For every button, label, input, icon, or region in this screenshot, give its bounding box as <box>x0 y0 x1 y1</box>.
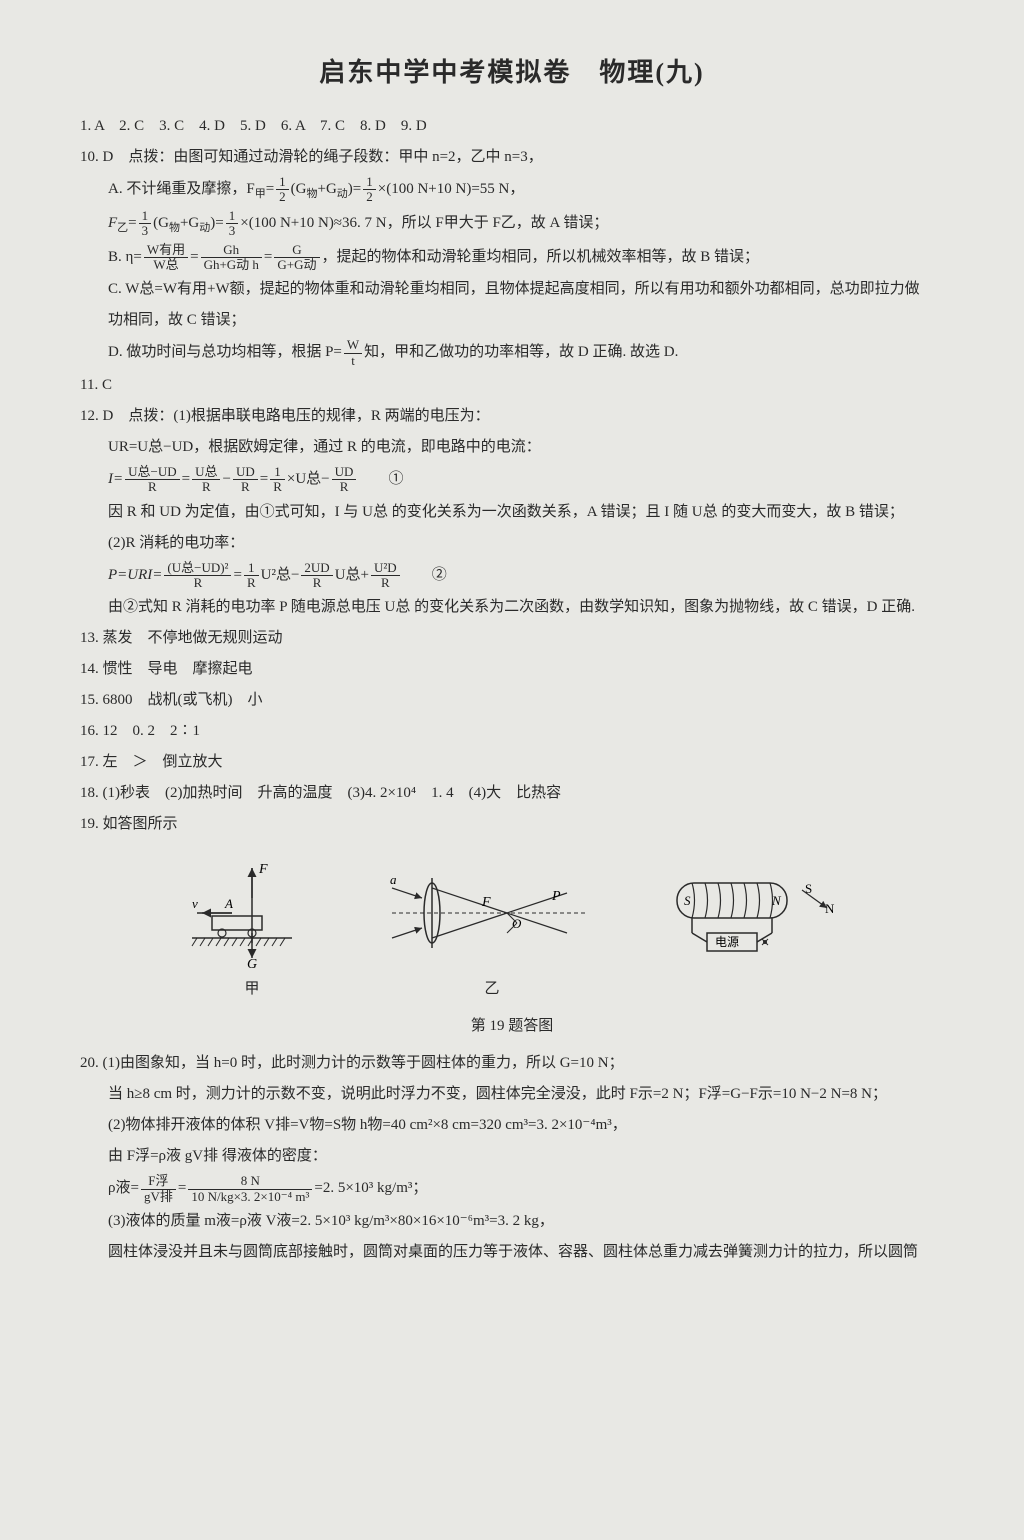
svg-text:P: P <box>551 889 561 904</box>
q19: 19. 如答图所示 <box>80 811 944 838</box>
diagram-1: F v A G 甲 <box>177 858 327 1003</box>
diagram-2-svg: a F P O <box>387 858 597 968</box>
diagram-3-svg: S N S N 电源 <box>657 858 847 968</box>
answers-1-9: 1. A 2. C 3. C 4. D 5. D 6. A 7. C 8. D … <box>80 113 944 140</box>
diagram-1-label: 甲 <box>177 976 327 1003</box>
svg-text:G: G <box>247 957 257 968</box>
svg-text:S: S <box>805 881 812 896</box>
svg-text:A: A <box>224 896 233 911</box>
svg-text:F: F <box>481 895 491 910</box>
q17: 17. 左 ＞ 倒立放大 <box>80 749 944 776</box>
diagram-2-label: 乙 <box>387 976 597 1003</box>
q12-line5: (2)R 消耗的电功率： <box>80 530 944 557</box>
diagrams-row: F v A G 甲 <box>80 858 944 1003</box>
svg-text:S: S <box>684 893 691 908</box>
q14: 14. 惯性 导电 摩擦起电 <box>80 656 944 683</box>
q11: 11. C <box>80 372 944 399</box>
q18: 18. (1)秒表 (2)加热时间 升高的温度 (3)4. 2×10⁴ 1. 4… <box>80 780 944 807</box>
q15: 15. 6800 战机(或飞机) 小 <box>80 687 944 714</box>
q20-5: (3)液体的质量 m液=ρ液 V液=2. 5×10³ kg/m³×80×16×1… <box>80 1208 944 1235</box>
diagram-caption: 第 19 题答图 <box>80 1013 944 1040</box>
q16: 16. 12 0. 2 2∶1 <box>80 718 944 745</box>
page-title: 启东中学中考模拟卷 物理(九) <box>80 50 944 97</box>
svg-text:a: a <box>390 872 397 887</box>
q10-d: D. 做功时间与总功均相等，根据 P=Wt知，甲和乙做功的功率相等，故 D 正确… <box>80 338 944 368</box>
diagram-3: S N S N 电源 <box>657 858 847 1003</box>
q12-i: I=U总−UDR=U总R−UDR=1R×U总−UDR ① <box>80 465 944 495</box>
svg-text:F: F <box>258 862 268 877</box>
q10-c2: 功相同，故 C 错误； <box>80 307 944 334</box>
svg-text:电源: 电源 <box>715 935 739 949</box>
q12-line4: 因 R 和 UD 为定值，由①式可知，I 与 U总 的变化关系为一次函数关系，A… <box>80 499 944 526</box>
q10-c1: C. W总=W有用+W额，提起的物体重和动滑轮重均相同，且物体提起高度相同，所以… <box>80 276 944 303</box>
q10-fz: F乙=13(G物+G动)=13×(100 N+10 N)≈36. 7 N，所以 … <box>80 209 944 239</box>
q20-rho: ρ液=F浮gV排=8 N10 N/kg×3. 2×10⁻⁴ m³=2. 5×10… <box>80 1174 944 1204</box>
q12-head: 12. D 点拨：(1)根据串联电路电压的规律，R 两端的电压为： <box>80 403 944 430</box>
q12-line2: UR=U总−UD，根据欧姆定律，通过 R 的电流，即电路中的电流： <box>80 434 944 461</box>
q20-3: (2)物体排开液体的体积 V排=V物=S物 h物=40 cm²×8 cm=320… <box>80 1112 944 1139</box>
q12-p: P=URI=(U总−UD)²R=1RU²总−2UDRU总+U²DR ② <box>80 561 944 591</box>
q12-end: 由②式知 R 消耗的电功率 P 随电源总电压 U总 的变化关系为二次函数，由数学… <box>80 594 944 621</box>
q13: 13. 蒸发 不停地做无规则运动 <box>80 625 944 652</box>
diagram-2: a F P O 乙 <box>387 858 597 1003</box>
q20-4: 由 F浮=ρ液 gV排 得液体的密度： <box>80 1143 944 1170</box>
q20-2: 当 h≥8 cm 时，测力计的示数不变，说明此时浮力不变，圆柱体完全浸没，此时 … <box>80 1081 944 1108</box>
q10-b: B. η=W有用W总=GhGh+G动 h=GG+G动，提起的物体和动滑轮重均相同… <box>80 243 944 273</box>
q10-a: A. 不计绳重及摩擦，F甲=12(G物+G动)=12×(100 N+10 N)=… <box>80 175 944 205</box>
q20-6: 圆柱体浸没并且未与圆筒底部接触时，圆筒对桌面的压力等于液体、容器、圆柱体总重力减… <box>80 1239 944 1266</box>
svg-text:N: N <box>771 893 782 908</box>
svg-text:N: N <box>825 901 835 916</box>
q10-head: 10. D 点拨：由图可知通过动滑轮的绳子段数：甲中 n=2，乙中 n=3， <box>80 144 944 171</box>
diagram-1-svg: F v A G <box>177 858 327 968</box>
svg-text:v: v <box>192 896 198 911</box>
q20-1: 20. (1)由图象知，当 h=0 时，此时测力计的示数等于圆柱体的重力，所以 … <box>80 1050 944 1077</box>
